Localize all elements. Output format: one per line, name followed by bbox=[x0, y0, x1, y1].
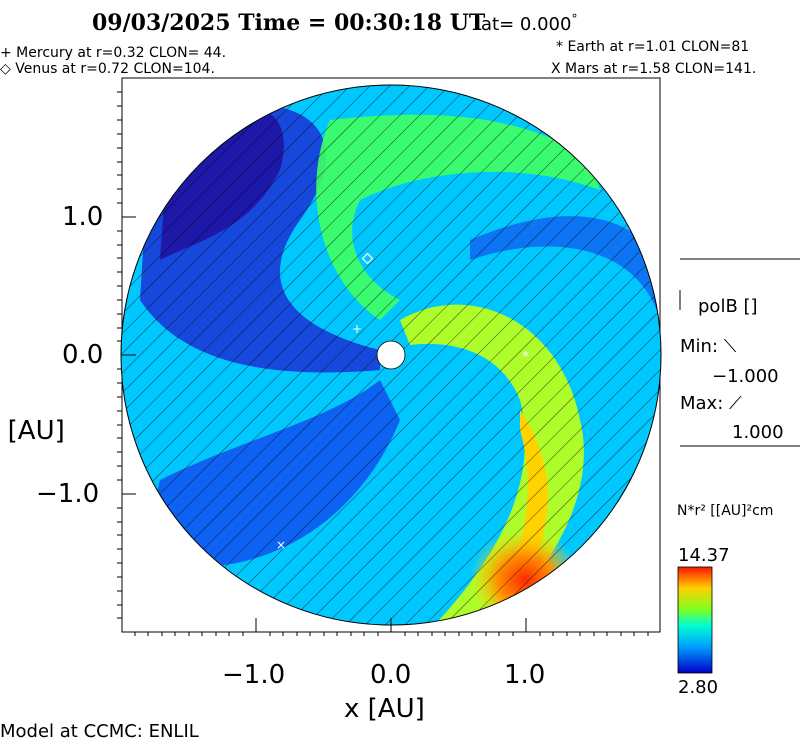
colorbar-title: N*r² [[AU]²cm bbox=[677, 503, 774, 519]
latitude-value: lat= 0.000 bbox=[476, 14, 572, 35]
polarity-min-label: Min: ⟍ bbox=[680, 336, 737, 357]
venus-marker bbox=[361, 252, 374, 265]
x-axis-ticks bbox=[134, 618, 649, 636]
y-axis-ticks bbox=[117, 91, 136, 619]
polarity-max-label: Max: ⟋ bbox=[680, 393, 742, 414]
y-tick-label: −1.0 bbox=[36, 479, 100, 509]
x-tick-label: 1.0 bbox=[504, 660, 546, 690]
polarity-min-value: −1.000 bbox=[712, 366, 779, 387]
polarity-label: polB [] bbox=[698, 296, 758, 317]
mars-legend: X Mars at r=1.58 CLON=141. bbox=[551, 61, 757, 77]
y-tick-label: 1.0 bbox=[62, 202, 104, 232]
venus-legend: ◇ Venus at r=0.72 CLON=104. bbox=[0, 61, 215, 77]
colorbar-min: 2.80 bbox=[678, 677, 719, 698]
x-tick-label: −1.0 bbox=[222, 660, 286, 690]
earth-marker: * bbox=[522, 349, 529, 365]
plot-title: 09/03/2025 Time = 00:30:18 UT bbox=[92, 10, 486, 36]
earth-legend: * Earth at r=1.01 CLON=81 bbox=[556, 39, 750, 55]
colorbar-max: 14.37 bbox=[678, 545, 730, 566]
colorbar bbox=[677, 566, 713, 674]
degree-symbol: ° bbox=[571, 12, 578, 26]
sun-inner-boundary bbox=[376, 340, 406, 370]
mars-marker: × bbox=[276, 538, 286, 552]
polarity-max-value: 1.000 bbox=[732, 422, 784, 443]
density-disk bbox=[121, 85, 661, 625]
x-axis-title: x [AU] bbox=[344, 694, 425, 724]
y-tick-label: 0.0 bbox=[62, 340, 104, 370]
y-axis-title: y [AU] bbox=[0, 416, 65, 446]
mercury-legend: + Mercury at r=0.32 CLON= 44. bbox=[0, 45, 227, 61]
mercury-marker: + bbox=[352, 322, 362, 336]
model-credit: Model at CCMC: ENLIL bbox=[0, 721, 199, 742]
latitude-label: lat= 0.000° bbox=[476, 13, 577, 34]
x-tick-label: 0.0 bbox=[370, 660, 412, 690]
